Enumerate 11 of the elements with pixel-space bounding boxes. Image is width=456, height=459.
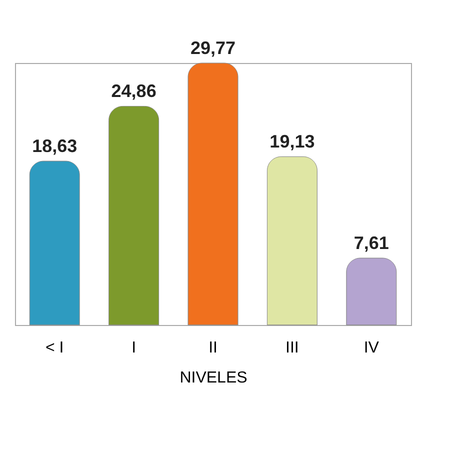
data-label: 29,77 [190, 38, 236, 58]
x-tick-label: IV [364, 340, 380, 356]
x-tick-label: II [208, 340, 218, 356]
data-label: 24,86 [111, 81, 156, 102]
x-tick-label: I [132, 340, 136, 356]
x-tick-label: III [286, 340, 299, 356]
x-axis-title: NIVELES [180, 370, 248, 386]
x-tick-label: < I [45, 340, 64, 356]
data-label: 19,13 [270, 132, 315, 152]
data-label: 18,63 [32, 136, 78, 156]
data-label: 7,61 [354, 233, 389, 254]
